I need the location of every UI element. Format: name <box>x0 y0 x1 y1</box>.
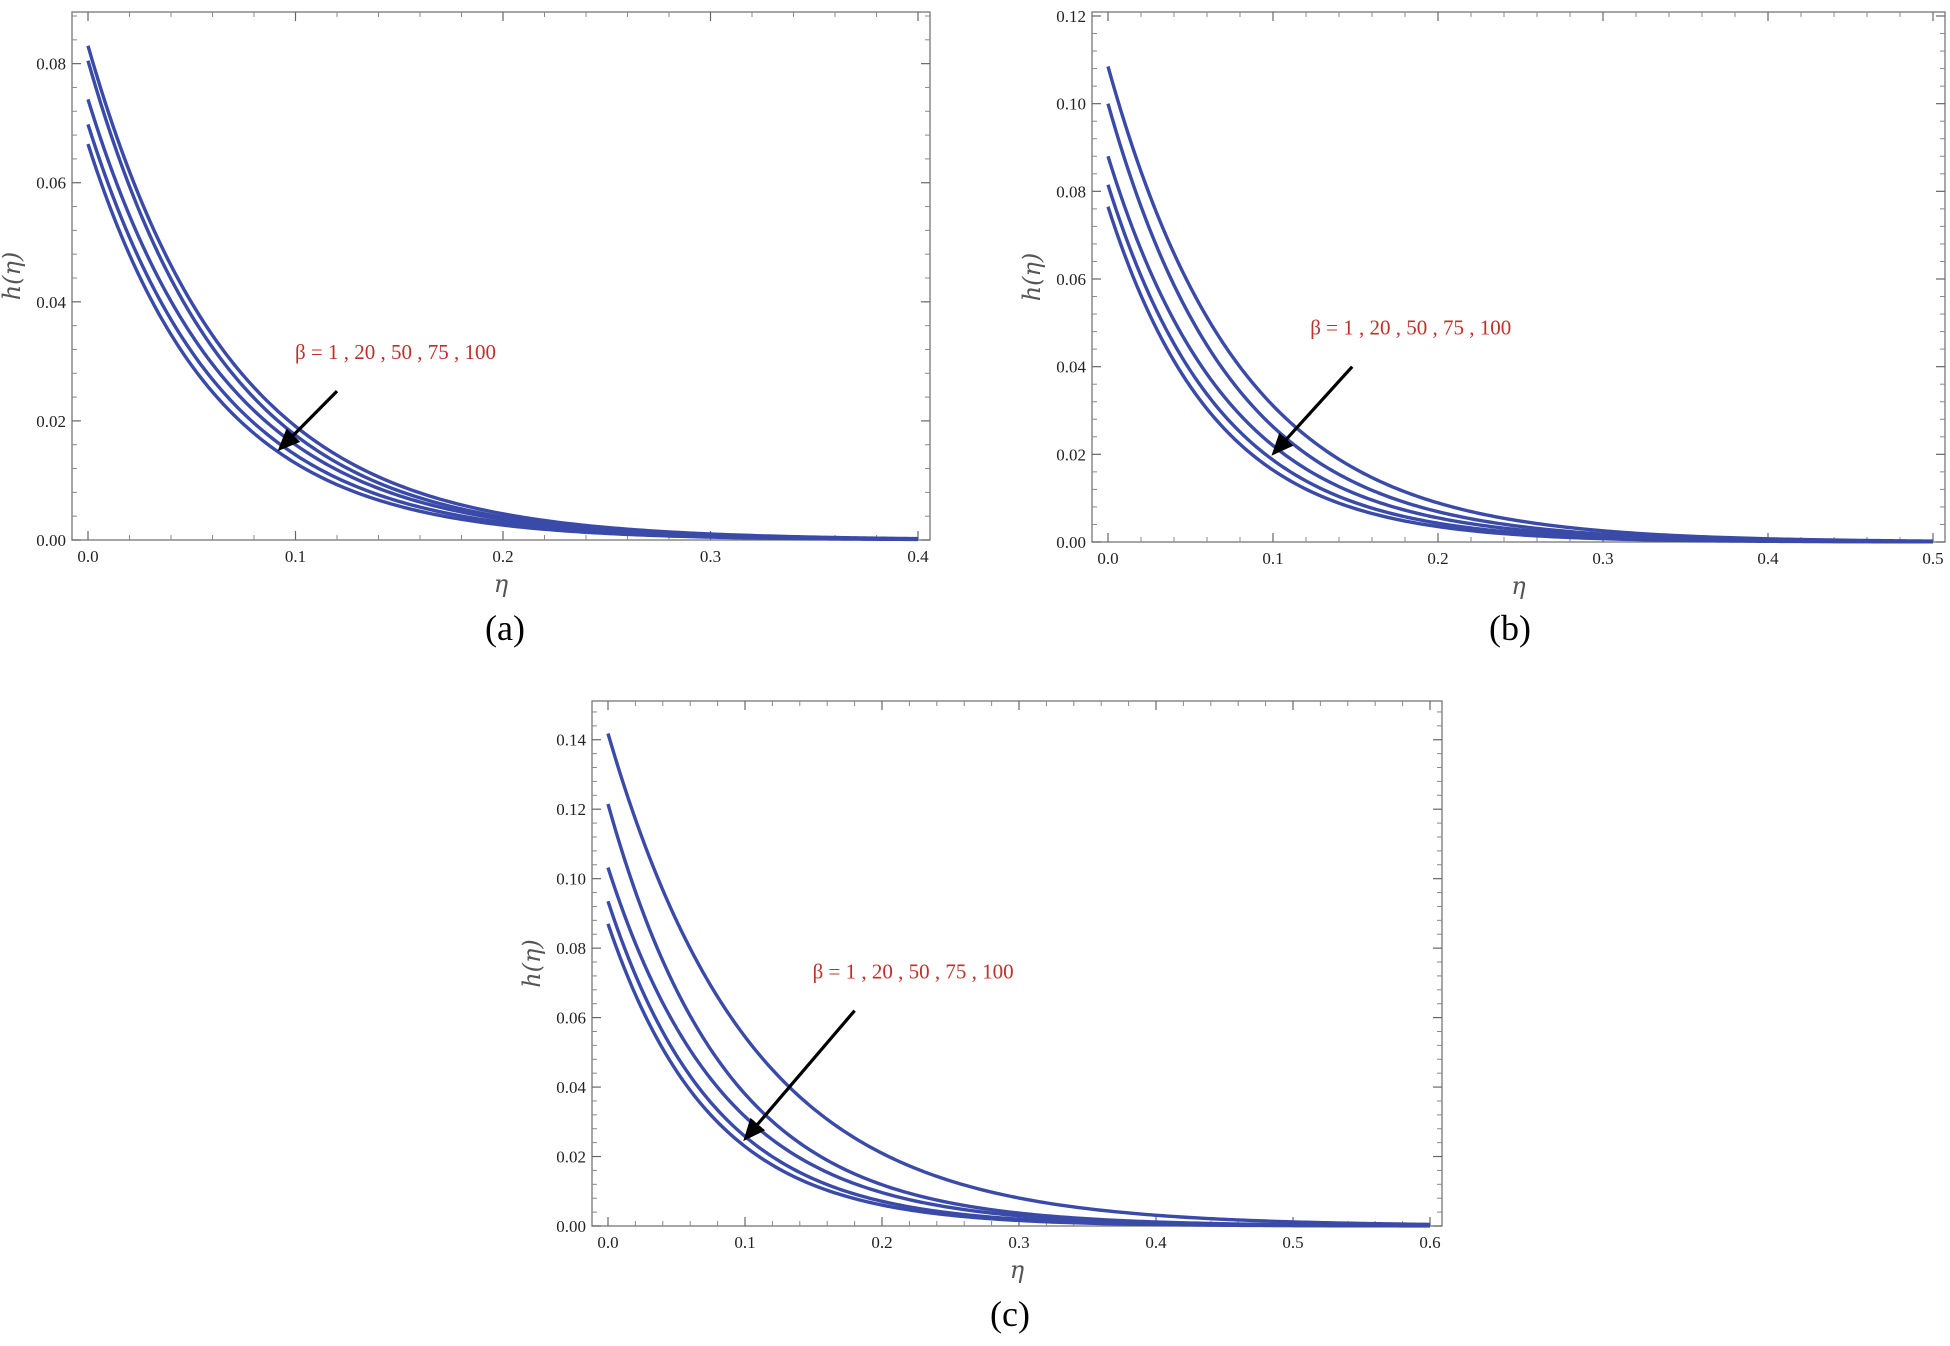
annotation-arrow <box>1271 365 1354 456</box>
x-axis-label: η <box>1010 1256 1025 1284</box>
y-tick-label: 0.08 <box>1056 182 1086 201</box>
y-tick-label: 0.08 <box>36 55 66 74</box>
plot-frame <box>591 700 1443 1227</box>
series-line-5 <box>1106 206 1934 544</box>
y-tick-label: 0.00 <box>556 1217 586 1236</box>
annotation-label: β = 1 , 20 , 50 , 75 , 100 <box>1310 316 1511 340</box>
series-line-1 <box>86 45 919 541</box>
x-tick-label: 0.0 <box>597 1233 618 1252</box>
chart-panel-a: 0.0 0.1 0.2 0.3 0.4 0.00 0.02 0.04 0.06 0.08 η h(η)… <box>0 11 931 648</box>
panel-caption: (c) <box>990 1294 1030 1334</box>
annotation-label: β = 1 , 20 , 50 , 75 , 100 <box>295 340 496 364</box>
y-tick-label: 0.14 <box>556 731 586 750</box>
series-line-4 <box>1106 184 1934 544</box>
x-tick-label: 0.1 <box>285 547 306 566</box>
y-axis-label: h(η) <box>518 939 546 988</box>
x-tick-label: 0.3 <box>1008 1233 1029 1252</box>
x-tick-label: 0.5 <box>1922 549 1943 568</box>
y-tick-label: 0.08 <box>556 939 586 958</box>
y-tick-label: 0.10 <box>1056 95 1086 114</box>
x-tick-label: 0.2 <box>492 547 513 566</box>
x-tick-label: 0.4 <box>907 547 929 566</box>
x-tick-label: 0.6 <box>1419 1233 1440 1252</box>
plot-frame <box>71 11 931 541</box>
series-line-5 <box>606 923 1430 1228</box>
chart-panel-b: 0.0 0.1 0.2 0.3 0.4 0.5 0.00 0.02 0.04 0.06 0.08 0.… <box>1018 7 1946 648</box>
series-line-2 <box>86 60 919 541</box>
x-tick-label: 0.4 <box>1757 549 1779 568</box>
series-line-3 <box>1106 155 1934 544</box>
series-line-1 <box>1106 65 1934 543</box>
y-tick-label: 0.10 <box>556 870 586 889</box>
x-tick-label: 0.2 <box>871 1233 892 1252</box>
series-line-3 <box>86 98 919 541</box>
y-tick-label: 0.04 <box>556 1078 586 1097</box>
x-tick-label: 0.3 <box>700 547 721 566</box>
y-tick-label: 0.00 <box>36 531 66 550</box>
y-tick-label: 0.06 <box>556 1009 586 1028</box>
annotation-arrow <box>277 390 339 452</box>
x-tick-label: 0.3 <box>1592 549 1613 568</box>
x-axis-label: η <box>494 570 509 598</box>
series-line-4 <box>606 900 1431 1228</box>
annotation-label: β = 1 , 20 , 50 , 75 , 100 <box>813 960 1014 984</box>
x-tick-label: 0.0 <box>1097 549 1118 568</box>
y-tick-label: 0.02 <box>1056 445 1086 464</box>
chart-panel-c: 0.0 0.1 0.2 0.3 0.4 0.5 0.6 0.00 0.02 0.04 0.06 0.0… <box>518 700 1443 1334</box>
series-line-4 <box>86 123 919 541</box>
series-line-1 <box>606 732 1431 1227</box>
x-tick-label: 0.5 <box>1282 1233 1303 1252</box>
y-axis-label: h(η) <box>0 252 26 301</box>
y-axis-label: h(η) <box>1018 253 1046 302</box>
y-tick-label: 0.06 <box>1056 270 1086 289</box>
y-tick-label: 0.06 <box>36 174 66 193</box>
y-tick-label: 0.12 <box>1056 7 1086 26</box>
series-line-2 <box>1106 103 1934 544</box>
panel-caption: (b) <box>1489 608 1531 648</box>
plot-frame <box>1091 11 1946 543</box>
x-tick-label: 0.4 <box>1145 1233 1167 1252</box>
y-tick-label: 0.04 <box>36 293 66 312</box>
x-tick-label: 0.2 <box>1427 549 1448 568</box>
x-tick-label: 0.0 <box>77 547 98 566</box>
y-tick-label: 0.12 <box>556 800 586 819</box>
panel-caption: (a) <box>485 608 525 648</box>
x-tick-label: 0.1 <box>1262 549 1283 568</box>
y-tick-label: 0.02 <box>556 1148 586 1167</box>
x-tick-label: 0.1 <box>734 1233 755 1252</box>
y-tick-label: 0.02 <box>36 412 66 431</box>
x-axis-label: η <box>1511 572 1526 600</box>
y-tick-label: 0.00 <box>1056 533 1086 552</box>
series-line-5 <box>86 143 919 542</box>
series-line-3 <box>606 867 1431 1228</box>
y-tick-label: 0.04 <box>1056 358 1086 377</box>
annotation-arrow <box>743 1009 856 1142</box>
